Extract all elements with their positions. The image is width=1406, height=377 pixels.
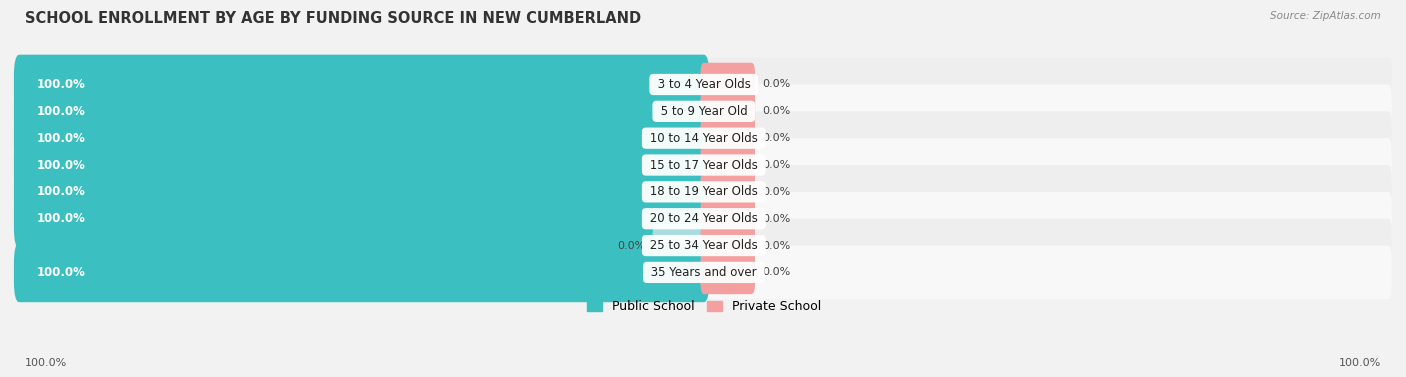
- Text: 100.0%: 100.0%: [37, 158, 86, 172]
- Text: 0.0%: 0.0%: [762, 241, 790, 251]
- FancyBboxPatch shape: [700, 197, 755, 241]
- Text: 0.0%: 0.0%: [762, 214, 790, 224]
- Text: 100.0%: 100.0%: [37, 212, 86, 225]
- Text: SCHOOL ENROLLMENT BY AGE BY FUNDING SOURCE IN NEW CUMBERLAND: SCHOOL ENROLLMENT BY AGE BY FUNDING SOUR…: [25, 11, 641, 26]
- Text: 20 to 24 Year Olds: 20 to 24 Year Olds: [645, 212, 762, 225]
- FancyBboxPatch shape: [14, 243, 709, 302]
- Text: 100.0%: 100.0%: [37, 132, 86, 145]
- Text: 3 to 4 Year Olds: 3 to 4 Year Olds: [654, 78, 754, 91]
- FancyBboxPatch shape: [14, 162, 709, 222]
- FancyBboxPatch shape: [14, 55, 709, 114]
- Text: 100.0%: 100.0%: [37, 105, 86, 118]
- FancyBboxPatch shape: [700, 63, 755, 106]
- Text: 100.0%: 100.0%: [1339, 358, 1381, 368]
- FancyBboxPatch shape: [15, 245, 1392, 299]
- FancyBboxPatch shape: [14, 135, 709, 195]
- FancyBboxPatch shape: [15, 138, 1392, 192]
- FancyBboxPatch shape: [15, 84, 1392, 138]
- Text: 0.0%: 0.0%: [762, 267, 790, 277]
- FancyBboxPatch shape: [700, 143, 755, 187]
- FancyBboxPatch shape: [15, 192, 1392, 245]
- Text: 100.0%: 100.0%: [37, 78, 86, 91]
- Text: 0.0%: 0.0%: [762, 106, 790, 116]
- FancyBboxPatch shape: [652, 224, 707, 267]
- FancyBboxPatch shape: [15, 219, 1392, 273]
- FancyBboxPatch shape: [700, 90, 755, 133]
- Text: Source: ZipAtlas.com: Source: ZipAtlas.com: [1270, 11, 1381, 21]
- Text: 100.0%: 100.0%: [37, 185, 86, 198]
- Text: 0.0%: 0.0%: [762, 187, 790, 197]
- FancyBboxPatch shape: [700, 170, 755, 214]
- FancyBboxPatch shape: [700, 224, 755, 267]
- Text: 35 Years and over: 35 Years and over: [647, 266, 761, 279]
- Text: 0.0%: 0.0%: [617, 241, 645, 251]
- FancyBboxPatch shape: [14, 189, 709, 248]
- Text: 15 to 17 Year Olds: 15 to 17 Year Olds: [645, 158, 762, 172]
- Text: 25 to 34 Year Olds: 25 to 34 Year Olds: [647, 239, 762, 252]
- FancyBboxPatch shape: [700, 251, 755, 294]
- Text: 100.0%: 100.0%: [25, 358, 67, 368]
- FancyBboxPatch shape: [15, 111, 1392, 165]
- Text: 18 to 19 Year Olds: 18 to 19 Year Olds: [645, 185, 762, 198]
- FancyBboxPatch shape: [14, 81, 709, 141]
- Legend: Public School, Private School: Public School, Private School: [582, 295, 825, 318]
- FancyBboxPatch shape: [14, 108, 709, 168]
- FancyBboxPatch shape: [700, 116, 755, 160]
- Text: 0.0%: 0.0%: [762, 160, 790, 170]
- Text: 100.0%: 100.0%: [37, 266, 86, 279]
- Text: 0.0%: 0.0%: [762, 80, 790, 89]
- FancyBboxPatch shape: [15, 165, 1392, 219]
- Text: 5 to 9 Year Old: 5 to 9 Year Old: [657, 105, 751, 118]
- FancyBboxPatch shape: [15, 58, 1392, 111]
- Text: 0.0%: 0.0%: [762, 133, 790, 143]
- Text: 10 to 14 Year Olds: 10 to 14 Year Olds: [645, 132, 762, 145]
